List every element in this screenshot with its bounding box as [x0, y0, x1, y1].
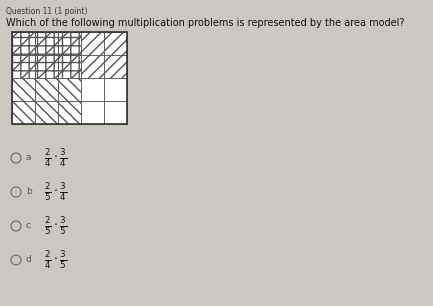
FancyBboxPatch shape	[58, 101, 81, 124]
Text: d: d	[26, 256, 32, 264]
Text: b: b	[26, 188, 32, 196]
Text: $\frac{2}{5} \cdot \frac{3}{4}$: $\frac{2}{5} \cdot \frac{3}{4}$	[44, 181, 68, 203]
FancyBboxPatch shape	[58, 55, 81, 78]
Bar	[12, 32, 127, 124]
FancyBboxPatch shape	[104, 101, 127, 124]
FancyBboxPatch shape	[58, 78, 81, 101]
Text: c: c	[26, 222, 31, 230]
FancyBboxPatch shape	[81, 78, 104, 101]
FancyBboxPatch shape	[35, 55, 58, 78]
Text: Which of the following multiplication problems is represented by the area model?: Which of the following multiplication pr…	[6, 18, 404, 28]
Text: a: a	[26, 154, 32, 162]
FancyBboxPatch shape	[104, 32, 127, 55]
FancyBboxPatch shape	[58, 32, 81, 55]
FancyBboxPatch shape	[81, 101, 104, 124]
FancyBboxPatch shape	[35, 78, 58, 101]
FancyBboxPatch shape	[12, 55, 35, 78]
FancyBboxPatch shape	[104, 78, 127, 101]
FancyBboxPatch shape	[12, 101, 35, 124]
FancyBboxPatch shape	[12, 32, 35, 55]
FancyBboxPatch shape	[35, 101, 58, 124]
FancyBboxPatch shape	[81, 55, 104, 78]
FancyBboxPatch shape	[81, 32, 104, 55]
FancyBboxPatch shape	[35, 32, 58, 55]
FancyBboxPatch shape	[104, 55, 127, 78]
FancyBboxPatch shape	[12, 78, 35, 101]
Text: $\frac{2}{4} \cdot \frac{3}{5}$: $\frac{2}{4} \cdot \frac{3}{5}$	[44, 249, 68, 271]
Text: $\frac{2}{5} \cdot \frac{3}{5}$: $\frac{2}{5} \cdot \frac{3}{5}$	[44, 215, 68, 237]
Text: Question 11 (1 point): Question 11 (1 point)	[6, 7, 87, 16]
Text: $\frac{2}{4} \cdot \frac{3}{4}$: $\frac{2}{4} \cdot \frac{3}{4}$	[44, 147, 68, 169]
